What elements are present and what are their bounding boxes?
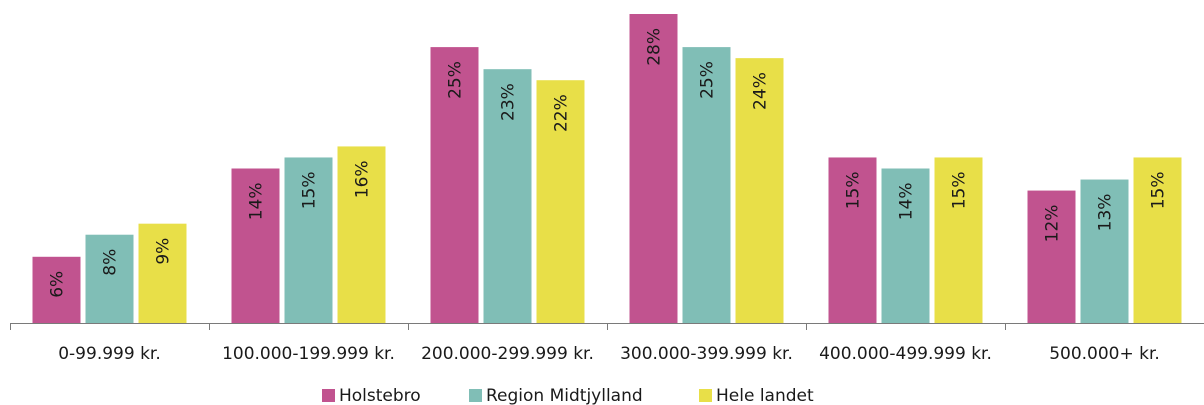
bar-value-label: 15% (844, 171, 864, 209)
bar-value-label: 15% (950, 171, 970, 209)
bar-hele-landet (138, 223, 187, 323)
bar-value-label: 25% (698, 61, 718, 99)
bar-holstebro (629, 14, 678, 323)
category-label: 0-99.999 kr. (58, 344, 161, 364)
legend-swatch (322, 389, 335, 402)
bar-region-midtjylland (1080, 179, 1129, 323)
bar-value-label: 14% (897, 183, 917, 221)
bar-value-label: 16% (353, 160, 373, 198)
legend-label: Hele landet (716, 386, 814, 405)
category-label: 200.000-299.999 kr. (421, 344, 594, 364)
bar-value-label: 12% (1043, 205, 1063, 243)
bar-value-label: 9% (154, 238, 174, 265)
category-labels-group: 0-99.999 kr. 100.000-199.999 kr. 200.000-2… (58, 344, 1160, 364)
legend-item-holstebro: Holstebro (322, 386, 421, 405)
bar-holstebro (430, 47, 479, 323)
x-axis-ticks (10, 323, 1006, 330)
bar-value-label: 15% (300, 171, 320, 209)
bar-hele-landet (934, 157, 983, 323)
bars-group (32, 14, 1182, 324)
legend-item-region-midtjylland: Region Midtjylland (469, 386, 643, 405)
value-labels-group: 6% 8% 9% 14% 15% 16% 25% 23% 22% 28% 25% 24% 15% 14% 1… (48, 28, 1169, 298)
bar-value-label: 22% (552, 94, 572, 132)
bar-region-midtjylland (284, 157, 333, 323)
bar-value-label: 6% (48, 271, 68, 298)
bar-hele-landet (536, 80, 585, 323)
category-label: 100.000-199.999 kr. (222, 344, 395, 364)
bar-value-label: 14% (247, 183, 267, 221)
bar-hele-landet (1133, 157, 1182, 323)
category-label: 300.000-399.999 kr. (620, 344, 793, 364)
bar-region-midtjylland (85, 234, 134, 323)
bar-region-midtjylland (483, 69, 532, 323)
category-label: 500.000+ kr. (1049, 344, 1160, 364)
legend-label: Region Midtjylland (486, 386, 643, 405)
category-label: 400.000-499.999 kr. (819, 344, 992, 364)
bar-region-midtjylland (682, 47, 731, 323)
bar-hele-landet (337, 146, 386, 323)
bar-holstebro (32, 256, 81, 323)
bar-value-label: 28% (645, 28, 665, 66)
bar-holstebro (231, 168, 280, 323)
bar-value-label: 25% (446, 61, 466, 99)
legend-swatch (469, 389, 482, 402)
legend-swatch (699, 389, 712, 402)
bar-value-label: 8% (101, 249, 121, 276)
bar-value-label: 15% (1149, 171, 1169, 209)
bar-holstebro (1027, 190, 1076, 323)
bar-value-label: 13% (1096, 194, 1116, 232)
legend-label: Holstebro (339, 386, 421, 405)
bar-holstebro (828, 157, 877, 323)
bar-value-label: 23% (499, 83, 519, 121)
legend: Holstebro Region Midtjylland Hele landet (322, 386, 814, 405)
bar-region-midtjylland (881, 168, 930, 323)
bar-value-label: 24% (751, 72, 771, 110)
bar-hele-landet (735, 58, 784, 324)
legend-item-hele-landet: Hele landet (699, 386, 814, 405)
